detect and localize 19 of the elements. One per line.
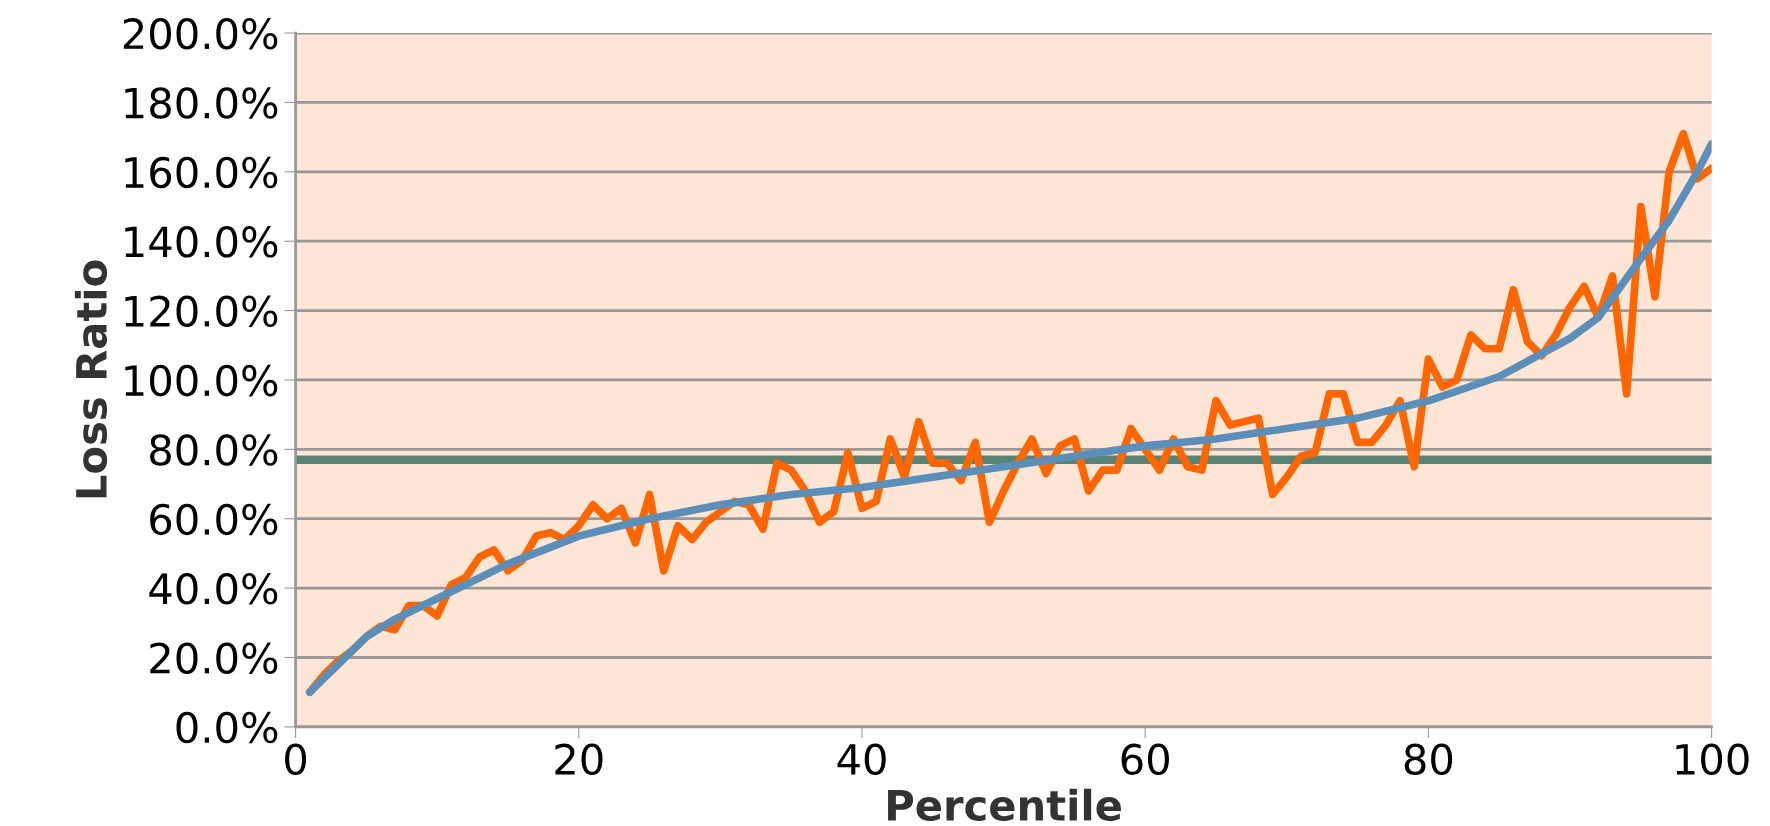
- y-tick-label: 60.0%: [150, 503, 278, 536]
- y-tick-label: 140.0%: [125, 226, 278, 258]
- y-tick-label: 20.0%: [150, 642, 278, 674]
- y-tick-label: 0.0%: [176, 711, 278, 744]
- x-tick-label: 80: [1404, 743, 1453, 776]
- y-tick-label: 200.0%: [123, 17, 278, 50]
- x-tick-label: 0: [285, 743, 307, 776]
- x-tick-label: 20: [555, 743, 603, 776]
- y-tick-label: 160.0%: [125, 156, 278, 189]
- y-axis-title: Loss Ratio: [74, 260, 108, 498]
- y-tick-label: 120.0%: [125, 295, 278, 327]
- y-tick-label: 180.0%: [125, 87, 278, 119]
- x-tick-label: 40: [837, 743, 886, 776]
- y-tick-label: 80.0%: [150, 434, 278, 466]
- x-axis-title: Percentile: [888, 788, 1121, 821]
- y-tick-label: 100.0%: [125, 364, 278, 397]
- y-tick-label: 40.0%: [149, 573, 278, 605]
- x-tick-label: 60: [1121, 743, 1169, 776]
- x-tick-label: 100: [1676, 743, 1749, 776]
